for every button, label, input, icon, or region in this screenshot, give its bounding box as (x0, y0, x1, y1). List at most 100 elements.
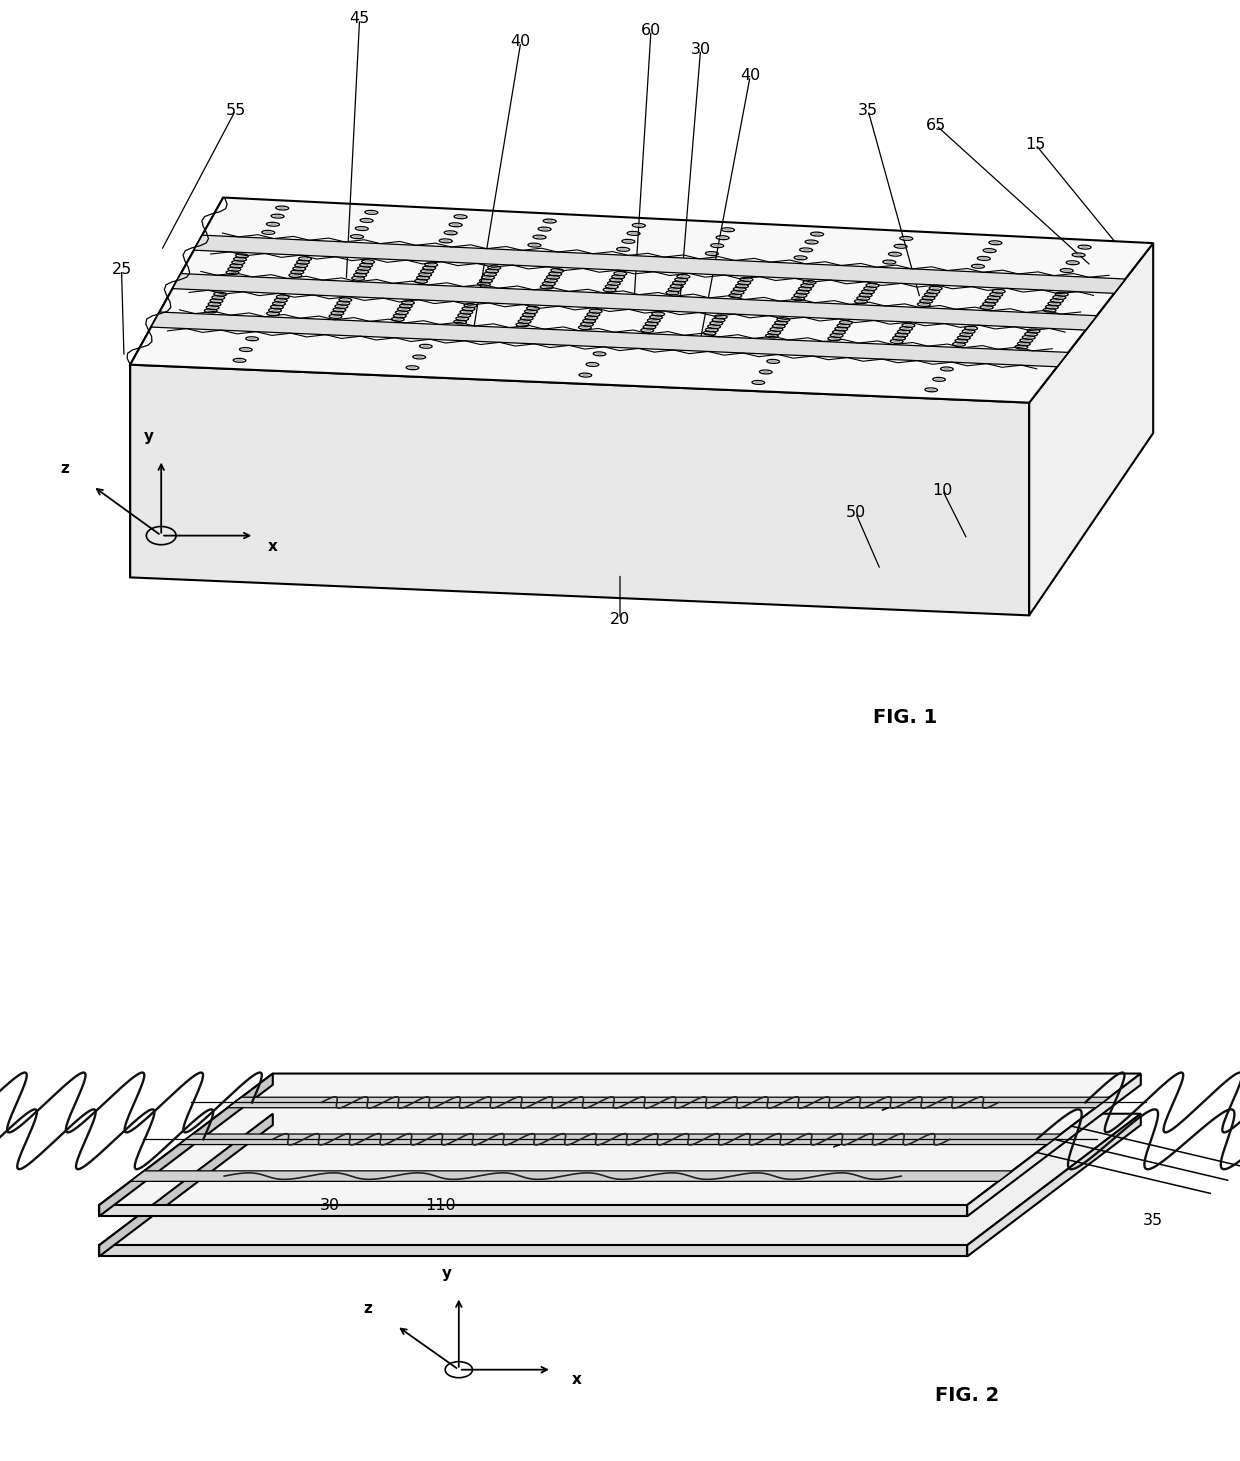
Ellipse shape (367, 212, 376, 213)
Ellipse shape (456, 216, 465, 218)
Polygon shape (1029, 243, 1153, 615)
Ellipse shape (356, 273, 365, 276)
Ellipse shape (864, 291, 872, 294)
Ellipse shape (732, 295, 739, 297)
Ellipse shape (905, 324, 913, 326)
Text: 40: 40 (740, 69, 760, 83)
Ellipse shape (482, 279, 490, 282)
Ellipse shape (630, 232, 637, 235)
Ellipse shape (867, 288, 874, 289)
Ellipse shape (417, 281, 425, 282)
Ellipse shape (590, 313, 598, 316)
Ellipse shape (486, 273, 494, 276)
Ellipse shape (987, 300, 996, 302)
Ellipse shape (960, 336, 967, 339)
Text: x: x (572, 1372, 582, 1388)
Ellipse shape (336, 308, 343, 311)
Ellipse shape (770, 332, 777, 333)
Ellipse shape (986, 250, 993, 251)
Ellipse shape (708, 329, 715, 332)
Ellipse shape (242, 348, 249, 351)
Polygon shape (99, 1205, 967, 1216)
Ellipse shape (839, 324, 847, 327)
Ellipse shape (264, 231, 273, 234)
Ellipse shape (897, 245, 904, 247)
Ellipse shape (740, 282, 748, 283)
Polygon shape (130, 365, 1029, 615)
Polygon shape (228, 1097, 1110, 1107)
Ellipse shape (955, 343, 962, 345)
Ellipse shape (804, 285, 811, 286)
Text: 35: 35 (1143, 1213, 1163, 1229)
Ellipse shape (595, 352, 604, 355)
Ellipse shape (355, 278, 362, 279)
Ellipse shape (248, 337, 255, 340)
Ellipse shape (234, 262, 242, 263)
Ellipse shape (675, 282, 683, 285)
Text: z: z (60, 462, 69, 476)
Ellipse shape (585, 320, 593, 323)
Ellipse shape (713, 244, 722, 247)
Ellipse shape (460, 314, 469, 317)
Ellipse shape (456, 321, 464, 323)
Ellipse shape (962, 333, 970, 336)
Ellipse shape (986, 302, 993, 305)
Polygon shape (967, 1074, 1141, 1216)
Text: y: y (144, 428, 154, 444)
Ellipse shape (780, 318, 787, 321)
Polygon shape (130, 197, 223, 577)
Ellipse shape (1027, 333, 1035, 336)
Ellipse shape (1025, 336, 1033, 339)
Ellipse shape (422, 345, 429, 348)
Ellipse shape (398, 311, 405, 314)
Ellipse shape (337, 305, 345, 308)
Ellipse shape (361, 267, 368, 270)
Text: 25: 25 (112, 262, 131, 278)
Polygon shape (151, 313, 1069, 367)
Polygon shape (193, 235, 1126, 294)
Text: 50: 50 (846, 506, 866, 520)
Text: 60: 60 (641, 23, 661, 38)
Ellipse shape (212, 300, 221, 302)
Ellipse shape (928, 389, 935, 392)
Ellipse shape (992, 294, 1001, 295)
Ellipse shape (743, 278, 750, 281)
Polygon shape (99, 1113, 273, 1256)
Ellipse shape (1050, 302, 1058, 305)
Ellipse shape (582, 374, 589, 377)
Ellipse shape (466, 304, 475, 307)
Ellipse shape (862, 294, 869, 297)
Ellipse shape (582, 326, 589, 329)
Text: FIG. 2: FIG. 2 (935, 1385, 999, 1405)
Ellipse shape (944, 368, 951, 370)
Ellipse shape (236, 359, 243, 361)
Ellipse shape (1069, 262, 1076, 264)
Ellipse shape (279, 297, 286, 298)
Ellipse shape (1055, 297, 1063, 298)
Polygon shape (99, 1113, 1141, 1245)
Ellipse shape (644, 329, 651, 332)
Ellipse shape (422, 273, 429, 276)
Ellipse shape (529, 307, 537, 310)
Ellipse shape (1048, 305, 1055, 308)
Polygon shape (172, 273, 1096, 330)
Ellipse shape (521, 320, 528, 323)
Ellipse shape (272, 310, 279, 311)
Ellipse shape (543, 286, 551, 288)
Text: 15: 15 (1025, 137, 1045, 152)
Ellipse shape (465, 308, 472, 310)
Ellipse shape (990, 297, 998, 300)
Ellipse shape (425, 267, 433, 269)
Ellipse shape (404, 301, 412, 304)
Ellipse shape (419, 276, 427, 279)
Ellipse shape (795, 298, 802, 300)
Ellipse shape (451, 224, 460, 226)
Ellipse shape (708, 253, 715, 254)
Ellipse shape (983, 307, 991, 308)
Ellipse shape (610, 282, 618, 285)
Ellipse shape (614, 276, 622, 278)
Ellipse shape (724, 228, 732, 231)
Ellipse shape (734, 291, 742, 294)
Ellipse shape (923, 300, 930, 302)
Ellipse shape (893, 340, 900, 343)
